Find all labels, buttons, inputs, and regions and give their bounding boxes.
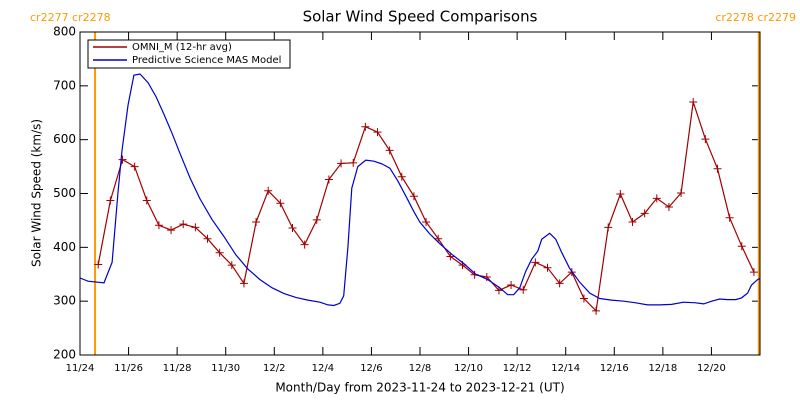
x-tick-label: 12/14 <box>551 363 580 374</box>
data-point <box>652 194 661 203</box>
data-point <box>300 240 309 249</box>
x-tick-label: 12/20 <box>697 363 726 374</box>
data-point <box>385 146 394 155</box>
data-point <box>288 223 297 232</box>
y-tick-label: 600 <box>53 132 76 146</box>
x-tick-label: 12/12 <box>503 363 532 374</box>
data-point <box>507 281 516 290</box>
data-point <box>337 159 346 168</box>
y-tick-label: 800 <box>53 25 76 39</box>
data-point <box>616 190 625 199</box>
data-point <box>725 213 734 222</box>
data-point <box>737 242 746 251</box>
data-point <box>519 285 528 294</box>
data-point <box>373 128 382 137</box>
x-tick-label: 11/26 <box>114 363 143 374</box>
y-tick-label: 400 <box>53 240 76 254</box>
data-point <box>191 223 200 232</box>
data-point <box>592 306 601 315</box>
series-line <box>79 73 761 307</box>
legend-label: Predictive Science MAS Model <box>132 55 281 66</box>
data-point <box>543 263 552 272</box>
y-tick-label: 200 <box>53 348 76 362</box>
data-point <box>628 218 637 227</box>
data-point <box>227 261 236 270</box>
data-point <box>154 221 163 230</box>
x-tick-label: 11/30 <box>211 363 240 374</box>
legend-box <box>87 39 291 69</box>
chart-title: Solar Wind Speed Comparisons <box>303 8 538 26</box>
data-point <box>604 223 613 232</box>
data-point <box>701 135 710 144</box>
x-tick-label: 12/10 <box>454 363 483 374</box>
x-tick-label: 12/16 <box>600 363 629 374</box>
x-tick-label: 11/28 <box>163 363 192 374</box>
data-point <box>531 258 540 267</box>
data-point <box>142 196 151 205</box>
y-tick-label: 300 <box>53 294 76 308</box>
data-point <box>579 294 588 303</box>
data-point <box>203 234 212 243</box>
legend-label: OMNI_M (12-hr avg) <box>132 42 232 53</box>
data-point <box>264 186 273 195</box>
data-point <box>361 122 370 131</box>
data-point <box>312 215 321 224</box>
plot-frame <box>79 31 761 356</box>
x-tick-label: 12/18 <box>648 363 677 374</box>
x-tick-label: 12/8 <box>409 363 431 374</box>
data-point <box>664 202 673 211</box>
data-point <box>167 226 176 235</box>
y-axis-label: Solar Wind Speed (km/s) <box>30 119 44 267</box>
data-point <box>106 196 115 205</box>
x-tick-label: 12/6 <box>360 363 382 374</box>
data-point <box>422 218 431 227</box>
data-point <box>239 279 248 288</box>
data-point <box>397 172 406 181</box>
annotation: cr2278 cr2279 <box>715 11 796 24</box>
data-point <box>689 97 698 106</box>
x-tick-label: 11/24 <box>66 363 95 374</box>
data-point <box>640 209 649 218</box>
data-point <box>215 248 224 257</box>
x-axis-label: Month/Day from 2023-11-24 to 2023-12-21 … <box>275 381 564 395</box>
data-point <box>276 199 285 208</box>
data-point <box>349 158 358 167</box>
x-tick-label: 12/2 <box>263 363 285 374</box>
x-tick-label: 12/4 <box>312 363 334 374</box>
data-point <box>252 218 261 227</box>
annotation: cr2277 cr2278 <box>30 11 111 24</box>
data-point <box>555 279 564 288</box>
series-line <box>97 101 755 313</box>
data-point <box>179 220 188 229</box>
data-point <box>713 164 722 173</box>
data-point <box>130 162 139 171</box>
data-point <box>324 175 333 184</box>
data-point <box>94 260 103 269</box>
data-point <box>118 155 127 164</box>
data-point <box>409 192 418 201</box>
legend: OMNI_M (12-hr avg) Predictive Science MAS… <box>87 39 291 69</box>
y-tick-label: 500 <box>53 186 76 200</box>
data-point <box>749 268 758 277</box>
data-point <box>677 188 686 197</box>
y-tick-label: 700 <box>53 78 76 92</box>
